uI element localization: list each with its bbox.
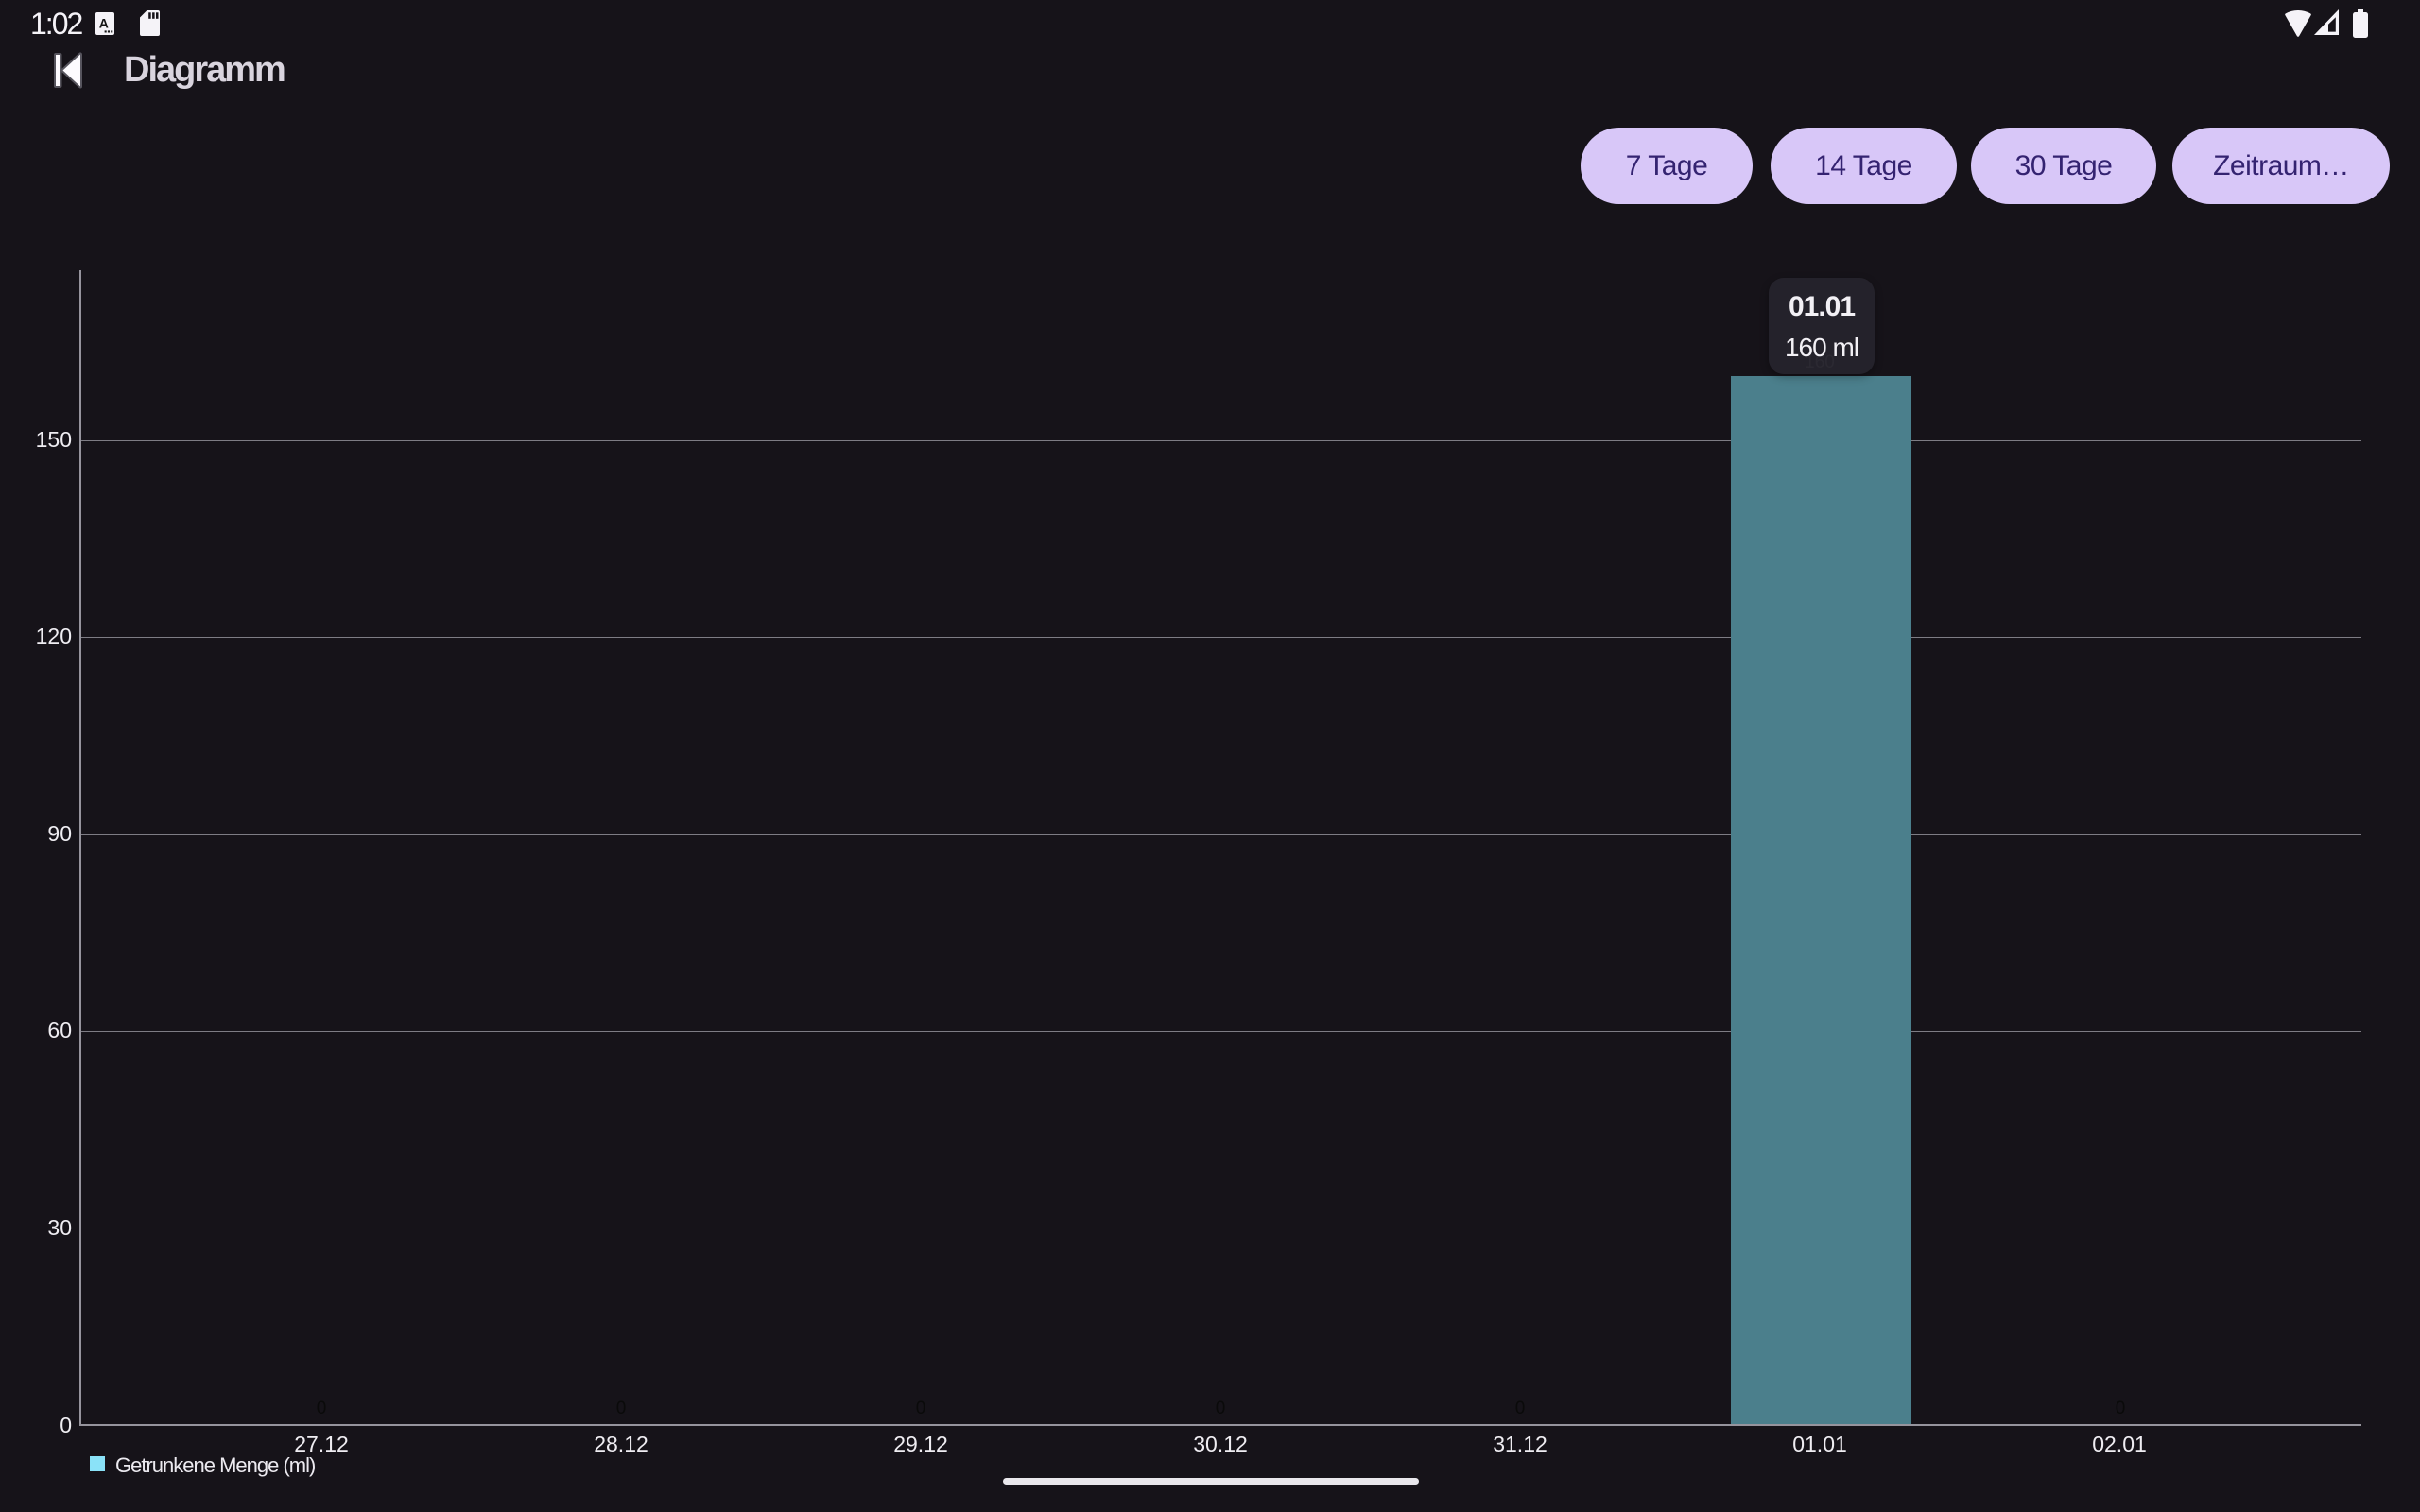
- svg-text:A: A: [99, 15, 109, 30]
